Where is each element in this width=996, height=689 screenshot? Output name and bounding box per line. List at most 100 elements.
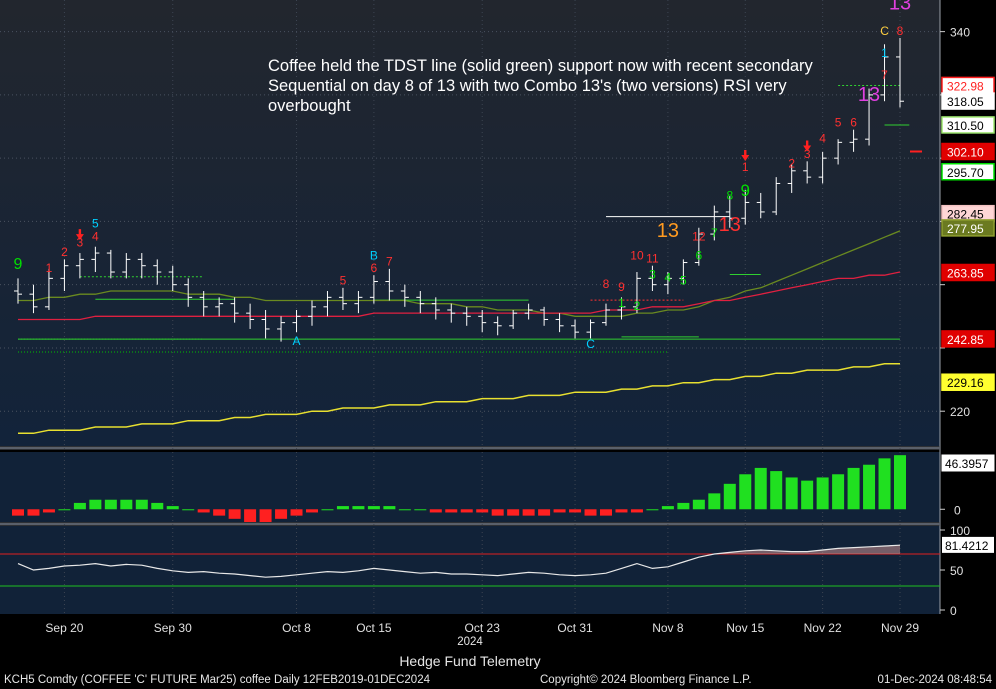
td-arrow	[741, 149, 750, 161]
macd-bar	[213, 509, 226, 516]
price-tick-label: 220	[950, 405, 970, 419]
date-label: Oct 15	[356, 621, 392, 635]
date-label: Sep 20	[45, 621, 83, 635]
date-label: Oct 23	[465, 621, 501, 635]
footer-timestamp: 01-Dec-2024 08:48:54	[877, 674, 992, 686]
td-count-label: C	[880, 24, 889, 38]
macd-bar	[306, 509, 318, 513]
date-label: Nov 22	[804, 621, 842, 635]
date-label: Nov 29	[881, 621, 919, 635]
td-count-label: 7	[386, 255, 393, 269]
rsi-tick-label: 0	[950, 604, 957, 618]
macd-bar	[42, 509, 55, 513]
td-count-label: C	[586, 337, 595, 351]
price-tag	[941, 373, 995, 391]
sma-yellow-line	[18, 363, 900, 435]
macd-bar	[661, 506, 674, 510]
macd-bar	[321, 509, 334, 511]
macd-bar	[352, 506, 365, 510]
td-count-label: 4	[92, 229, 99, 243]
year-label: 2024	[457, 636, 483, 648]
price-tag-label: 263.85	[947, 267, 984, 281]
macd-bar	[553, 509, 566, 513]
macd-bar	[228, 509, 241, 519]
price-tag	[941, 116, 995, 134]
td-count-label: 9	[741, 181, 750, 200]
macd-bar	[816, 477, 829, 510]
td-count-label: B	[370, 248, 378, 262]
td-count-label: 6	[371, 261, 378, 275]
td-count-label: 9	[618, 280, 625, 294]
price-tag-label: 322.98	[947, 79, 984, 93]
annotation-text: Coffee held the TDST line (solid green) …	[268, 57, 813, 115]
date-label: Oct 8	[282, 621, 311, 635]
macd-value-label: 46.3957	[945, 457, 989, 471]
macd-bar	[244, 509, 257, 522]
price-tag-label: 242.85	[947, 333, 984, 347]
td-count-label: 1	[46, 261, 53, 275]
macd-bar	[182, 509, 195, 511]
macd-bar	[460, 509, 473, 513]
td-count-label: 3	[649, 267, 656, 281]
td-count-label: 5	[92, 217, 99, 231]
td-count-label: 8	[603, 277, 610, 291]
td-count-label: 5	[680, 274, 687, 288]
macd-bar	[832, 474, 845, 510]
macd-bar	[723, 483, 736, 510]
macd-bar	[894, 455, 906, 510]
td-count-label: 4	[819, 131, 826, 145]
price-tag-label: 310.50	[947, 119, 984, 133]
price-tag	[941, 263, 995, 282]
macd-bar	[863, 464, 876, 510]
td-count-label: 10	[630, 248, 644, 262]
sma-red-line	[18, 271, 901, 321]
macd-bar	[522, 509, 535, 516]
footer-security-info: KCH5 Comdty (COFFEE 'C' FUTURE Mar25) co…	[4, 674, 430, 686]
rsi-tick-label: 100	[950, 524, 970, 538]
macd-bar	[135, 499, 148, 510]
td-count-label: 4	[665, 271, 672, 285]
macd-bar	[677, 502, 690, 510]
td-count-label: 2	[788, 157, 795, 171]
td-count-label: 12	[692, 229, 706, 243]
macd-bar	[120, 499, 133, 510]
price-tag-label: 318.05	[947, 95, 984, 109]
rsi-overbought-fill	[18, 545, 900, 554]
macd-bar	[414, 509, 427, 511]
td-count-label: 13	[889, 0, 911, 14]
sma-green-line	[18, 230, 901, 317]
macd-bar	[569, 509, 582, 513]
macd-bar	[445, 509, 458, 513]
td-count-label: A	[293, 334, 301, 348]
td-count-label: 3	[77, 236, 84, 250]
macd-bar	[151, 502, 164, 510]
macd-bar	[770, 471, 783, 510]
td-count-label: 2	[61, 245, 68, 259]
macd-bar	[398, 509, 411, 511]
price-tag-label: 282.45	[947, 208, 984, 222]
td-count-label: 5	[340, 274, 347, 288]
macd-bar	[785, 477, 798, 510]
macd-bar	[708, 493, 721, 510]
macd-bar	[507, 509, 520, 516]
rsi-line	[17, 544, 901, 578]
rsi-panel-bg	[0, 526, 940, 614]
td-count-label: 7	[711, 226, 718, 240]
macd-bar	[600, 509, 612, 516]
macd-tick-label: 0	[954, 503, 961, 517]
macd-bar	[491, 509, 504, 516]
rsi-tick-label: 50	[950, 564, 964, 578]
macd-bar	[73, 502, 86, 510]
macd-bar	[615, 509, 628, 513]
price-tick-label: 340	[950, 26, 970, 40]
macd-bar	[476, 509, 489, 513]
td-count-label: 9	[14, 256, 23, 273]
macd-bar	[166, 506, 179, 510]
td-arrow	[803, 140, 812, 152]
macd-bar	[12, 509, 24, 516]
td-count-label: 13	[858, 84, 880, 106]
macd-bar	[27, 509, 40, 516]
date-label: Oct 31	[557, 621, 593, 635]
td-count-label: 3	[804, 147, 811, 161]
